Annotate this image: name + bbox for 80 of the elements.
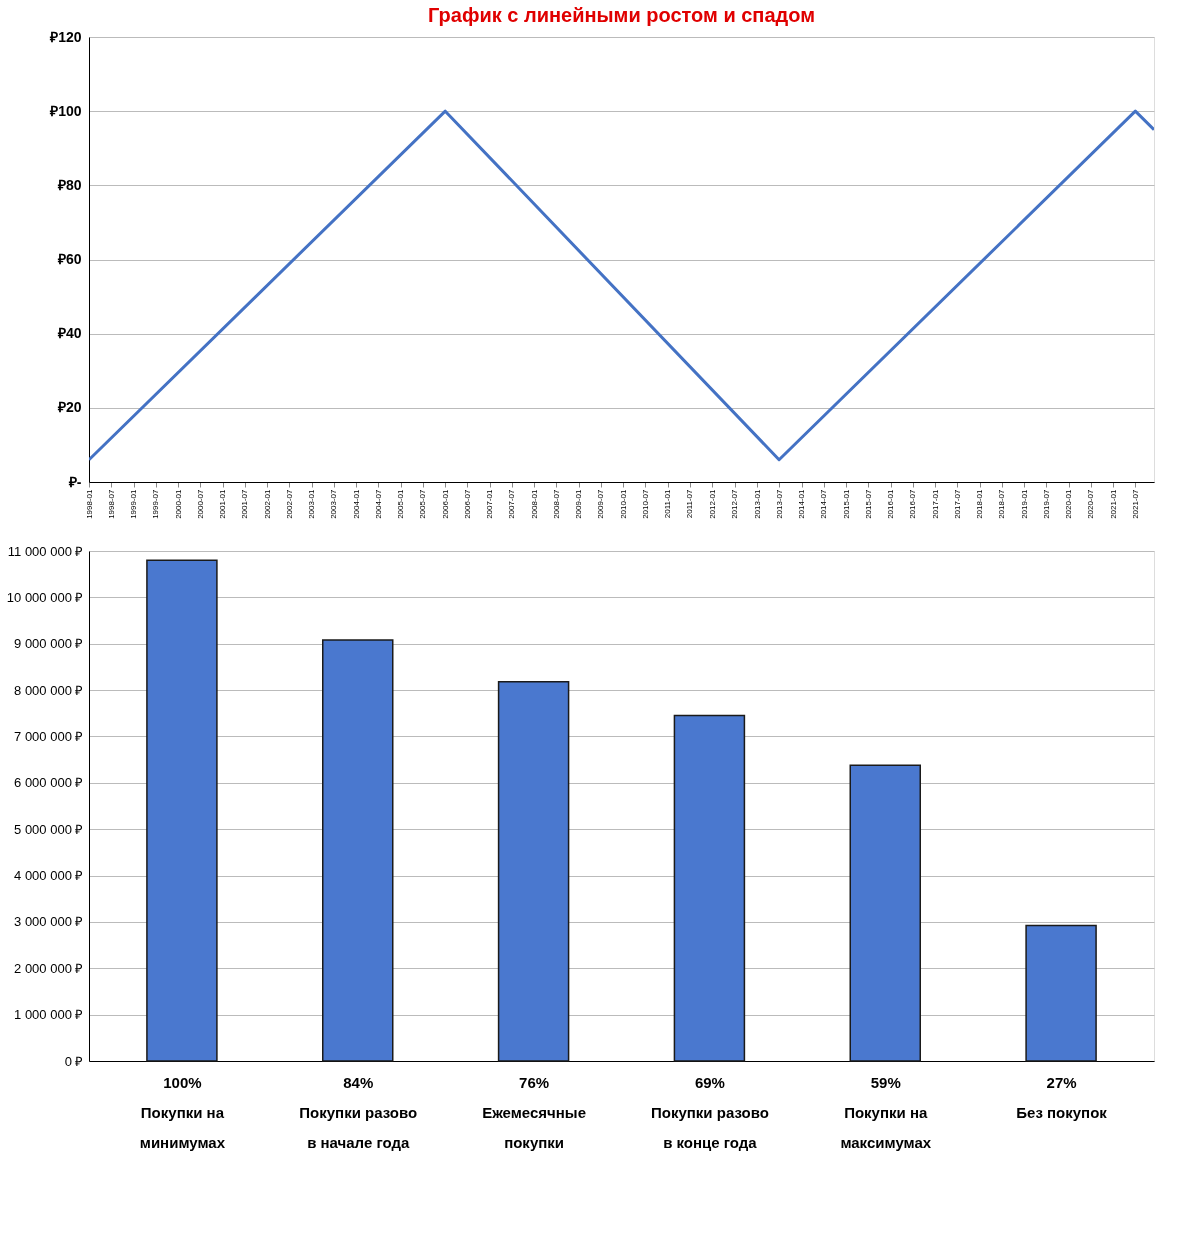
x-tick-label: 2015-07: [863, 488, 873, 519]
x-tick-label: 2020-07: [1086, 488, 1096, 519]
x-tick-label: 76% Ежемесячные покупки: [482, 1073, 587, 1151]
y-tick-label: 8 000 000 ₽: [14, 682, 84, 698]
bar: [673, 714, 746, 1062]
x-tick-label: 2004-07: [373, 488, 383, 519]
x-tick-label: 59% Покупки на максимумах: [840, 1073, 932, 1151]
x-tick-label: 2019-07: [1041, 488, 1051, 519]
x-tick-label: 2000-07: [195, 488, 205, 519]
x-tick-label: 2008-07: [551, 488, 561, 519]
bar: [497, 681, 570, 1062]
x-tick-label: 84% Покупки разово в начале года: [299, 1073, 418, 1151]
x-tick-label: 2007-01: [485, 488, 495, 519]
x-tick-label: 1999-01: [129, 488, 138, 519]
x-tick-label: 2002-01: [262, 488, 272, 519]
bar: [322, 639, 394, 1062]
y-tick-label: 2 000 000 ₽: [14, 960, 84, 976]
y-tick-label: 10 000 000 ₽: [6, 589, 84, 605]
x-tick-label: 2000-01: [173, 488, 183, 519]
x-tick-label: 1998-01: [84, 488, 94, 519]
x-tick-label: 2007-07: [507, 488, 517, 519]
y-tick-label: 11 000 000 ₽: [7, 543, 84, 559]
x-tick-label: 2020-01: [1064, 488, 1074, 519]
y-tick-label: ₽-: [67, 473, 82, 490]
x-tick-label: 2001-01: [218, 488, 228, 519]
x-tick-label: 2011-07: [685, 488, 695, 519]
x-tick-label: 2010-01: [618, 488, 628, 519]
x-tick-label: 1998-07: [106, 488, 116, 519]
x-tick-label: 2006-01: [440, 488, 450, 519]
x-tick-label: 2001-07: [240, 488, 250, 519]
x-tick-label: 2013-07: [774, 488, 784, 519]
x-tick-label: 2009-01: [574, 488, 584, 519]
x-tick-label: 2002-07: [284, 488, 294, 519]
x-tick-label: 2013-01: [752, 488, 762, 519]
x-tick-label: 2021-07: [1130, 488, 1140, 519]
y-tick-label: 6 000 000 ₽: [14, 775, 84, 791]
x-tick-label: 2006-07: [462, 488, 472, 519]
x-tick-label: 2010-07: [640, 488, 650, 519]
y-tick-label: ₽20: [56, 399, 82, 416]
y-tick-label: ₽100: [49, 102, 82, 119]
x-tick-label: 2012-07: [730, 488, 740, 519]
bar: [146, 559, 218, 1062]
y-tick-label: 7 000 000 ₽: [14, 728, 84, 744]
x-tick-label: 2011-01: [663, 488, 673, 519]
x-tick-label: 2005-07: [418, 488, 428, 519]
y-tick-label: ₽40: [56, 325, 82, 342]
x-tick-label: 27% Без покупок: [1016, 1073, 1108, 1121]
x-tick-label: 2012-01: [707, 488, 717, 519]
y-tick-label: 9 000 000 ₽: [14, 636, 84, 652]
x-tick-label: 2018-01: [975, 488, 985, 519]
x-tick-label: 2008-01: [529, 488, 539, 519]
y-tick-label: 0 ₽: [64, 1053, 84, 1069]
y-tick-label: 1 000 000 ₽: [14, 1007, 84, 1023]
x-tick-label: 2017-07: [952, 488, 962, 519]
x-tick-label: 2018-07: [997, 488, 1007, 519]
x-tick-label: 2003-07: [329, 488, 339, 519]
x-tick-label: 2015-01: [841, 488, 851, 519]
x-tick-label: 2017-01: [930, 488, 940, 519]
x-tick-label: 2016-01: [886, 488, 896, 519]
x-tick-label: 2014-01: [797, 488, 807, 519]
x-tick-label: 2014-07: [819, 488, 829, 519]
x-tick-label: 2005-01: [396, 488, 406, 519]
chart-title: График с линейными ростом и спадом: [427, 4, 816, 26]
x-tick-label: 2003-01: [307, 488, 317, 519]
y-tick-label: ₽120: [49, 28, 82, 45]
x-tick-label: 2016-07: [908, 488, 918, 519]
y-tick-label: 5 000 000 ₽: [14, 821, 84, 837]
x-tick-label: 100% Покупки на минимумах: [139, 1073, 226, 1151]
x-tick-label: 2004-01: [351, 488, 361, 519]
x-tick-label: 2009-07: [596, 488, 606, 519]
y-tick-label: ₽60: [56, 251, 82, 267]
x-tick-label: 69% Покупки разово в конце года: [650, 1073, 769, 1151]
bar: [849, 764, 921, 1062]
x-tick-label: 2019-01: [1019, 488, 1029, 519]
y-tick-label: 4 000 000 ₽: [14, 868, 84, 884]
y-tick-label: 3 000 000 ₽: [14, 914, 84, 930]
y-tick-label: ₽80: [56, 176, 82, 193]
x-tick-label: 2021-01: [1108, 488, 1118, 519]
x-tick-label: 1999-07: [151, 488, 161, 519]
bar: [1025, 924, 1097, 1062]
